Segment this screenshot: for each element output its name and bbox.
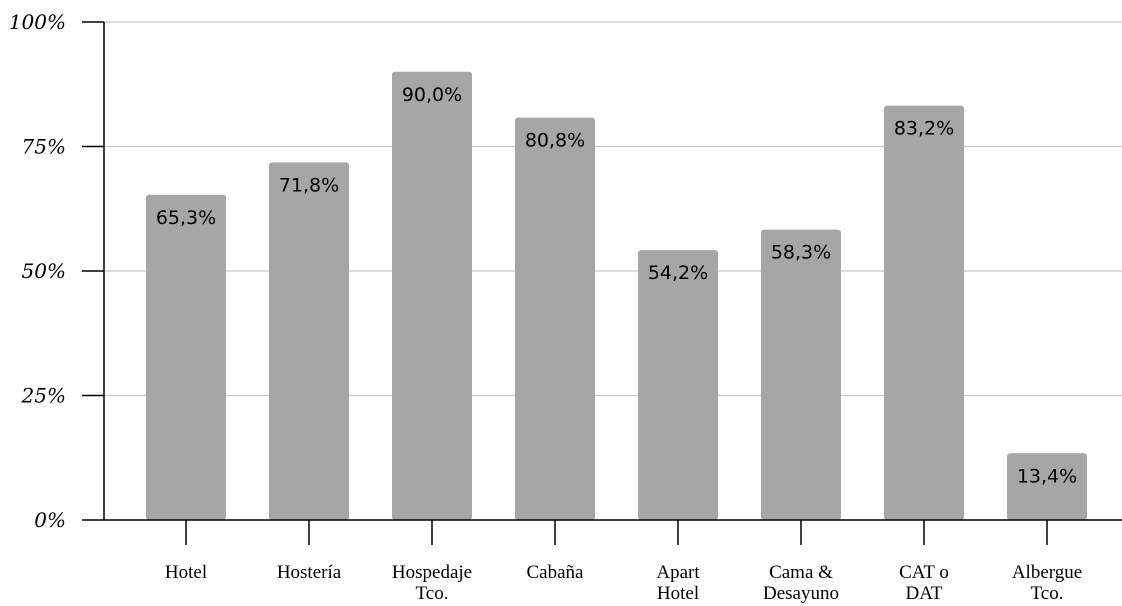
x-tick-label: Hospedaje Tco. xyxy=(392,562,472,604)
x-axis: Hotel Hostería Hospedaje Tco. Cabaña Apart Hot… xyxy=(104,519,1122,604)
x-tick-label: Cabaña xyxy=(527,562,585,583)
data-label: 80,8% xyxy=(525,130,585,152)
y-tick-label: 0% xyxy=(34,508,66,532)
x-tick-label: Hostería xyxy=(277,562,342,583)
gridlines xyxy=(104,21,1122,397)
bar xyxy=(761,229,841,520)
bar xyxy=(1007,453,1087,520)
y-tick-label: 25% xyxy=(21,384,66,408)
bar xyxy=(269,162,349,520)
data-label: 83,2% xyxy=(894,118,954,140)
data-label: 13,4% xyxy=(1017,465,1077,487)
x-tick-label: CAT o DAT xyxy=(899,562,949,604)
bar xyxy=(392,71,472,521)
bars xyxy=(146,71,1087,521)
data-label: 65,3% xyxy=(156,207,216,229)
bar xyxy=(884,105,964,520)
data-labels: 65,3% 71,8% 90,0% 80,8% 54,2% 58,3% 83,2% 13,4% xyxy=(156,84,1077,487)
x-tick-label: Cama & Desayuno xyxy=(763,562,839,604)
data-label: 71,8% xyxy=(279,174,339,196)
y-tick-label: 100% xyxy=(9,10,66,34)
x-tick-label: Albergue Tco. xyxy=(1012,562,1082,604)
bar xyxy=(515,117,595,520)
bar xyxy=(146,194,226,520)
x-tick-label: Hotel xyxy=(165,562,207,583)
data-label: 54,2% xyxy=(648,262,708,284)
data-label: 90,0% xyxy=(402,84,462,106)
x-tick-label: Apart Hotel xyxy=(656,562,700,604)
y-tick-label: 75% xyxy=(22,135,66,159)
data-label: 58,3% xyxy=(771,242,831,264)
bar xyxy=(638,250,718,521)
y-tick-label: 50% xyxy=(22,259,66,283)
y-axis: 0% 25% 50% 75% 100% xyxy=(9,10,105,532)
